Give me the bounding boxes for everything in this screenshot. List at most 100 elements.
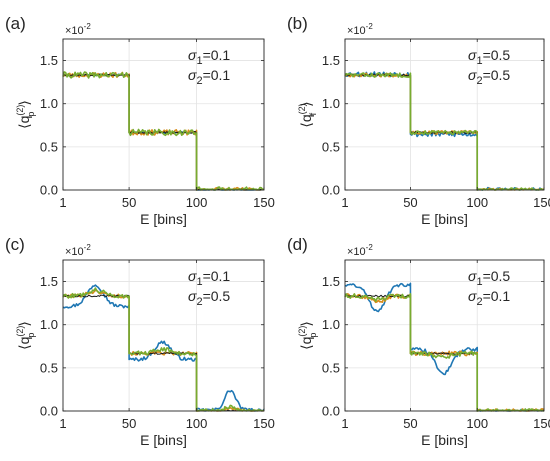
y-label-bracket-left: ⟨	[16, 344, 32, 349]
y-label-bracket-left: ⟨	[16, 123, 32, 128]
axis-multiplier: ×10-2	[347, 243, 373, 258]
multiplier-exponent: -2	[366, 243, 374, 252]
x-axis-label: E [bins]	[421, 432, 468, 448]
axes-frame	[62, 38, 265, 191]
y-tick-label-0: 0.0	[40, 183, 58, 198]
y-label-bracket-left: ⟨	[298, 344, 314, 349]
y-axis-label: ⟨q(2)p ⟩	[297, 321, 318, 350]
axis-multiplier: ×10-2	[65, 22, 91, 37]
multiplier-exponent: -2	[84, 22, 92, 31]
y-label-sub: f	[308, 112, 318, 115]
sigma-subscript: 1	[476, 55, 482, 67]
y-tick-label-3: 1.5	[40, 274, 58, 289]
sigma-symbol: σ	[468, 47, 477, 63]
sigma-value: =0.5	[483, 47, 511, 63]
sigma-value: =0.1	[203, 47, 231, 63]
plot-area	[63, 260, 264, 411]
sigma-value: =0.1	[483, 288, 511, 304]
x-axis-label: E [bins]	[140, 211, 187, 227]
series-line-green	[344, 72, 545, 191]
y-label-base: q	[16, 116, 32, 124]
sigma-annotation-1: σ1=0.5	[468, 268, 510, 288]
x-tick-label-1: 50	[403, 416, 417, 431]
y-label-sup: (2)	[297, 103, 307, 114]
sigma-symbol: σ	[468, 67, 477, 83]
sigma-subscript: 2	[476, 296, 482, 308]
y-label-bracket-right: ⟩	[298, 321, 314, 326]
sigma-subscript: 1	[476, 276, 482, 288]
multiplier-base: ×10	[65, 25, 84, 37]
y-tick-label-1: 0.5	[40, 360, 58, 375]
sigma-annotation-2: σ2=0.5	[188, 288, 230, 308]
panel-label: (c)	[5, 235, 25, 254]
axis-multiplier: ×10-2	[347, 22, 373, 37]
multiplier-base: ×10	[347, 246, 366, 258]
sigma-symbol: σ	[468, 288, 477, 304]
y-tick-label-0: 0.0	[322, 404, 340, 419]
y-tick-label-1: 0.5	[322, 139, 340, 154]
x-tick-label-0: 1	[341, 195, 348, 210]
y-tick-label-1: 0.5	[322, 360, 340, 375]
y-tick-label-3: 1.5	[322, 53, 340, 68]
x-tick-label-0: 1	[59, 416, 66, 431]
sigma-subscript: 1	[196, 55, 202, 67]
y-label-sub: p	[26, 112, 36, 117]
x-tick-label-2: 100	[186, 195, 208, 210]
y-tick-label-2: 1.0	[322, 96, 340, 111]
sigma-subscript: 1	[196, 276, 202, 288]
sigma-value: =0.1	[203, 268, 231, 284]
y-axis-label: ⟨q(2)p ⟩	[15, 100, 36, 129]
sigma-annotation-1: σ1=0.1	[188, 47, 230, 67]
x-tick-label-0: 1	[341, 416, 348, 431]
y-label-bracket-right: ⟩	[16, 100, 32, 105]
y-tick-label-0: 0.0	[322, 183, 340, 198]
sigma-value: =0.5	[483, 268, 511, 284]
panel-label: (d)	[287, 235, 308, 254]
y-tick-label-0: 0.0	[40, 404, 58, 419]
sigma-symbol: σ	[468, 268, 477, 284]
y-tick-label-3: 1.5	[322, 274, 340, 289]
sigma-subscript: 2	[196, 75, 202, 87]
multiplier-exponent: -2	[84, 243, 92, 252]
x-tick-label-1: 50	[122, 195, 136, 210]
y-label-base: q	[16, 337, 32, 345]
multiplier-exponent: -2	[366, 22, 374, 31]
x-tick-label-2: 100	[466, 195, 488, 210]
plot-area	[345, 39, 544, 190]
y-label-bracket-right: ⟩	[16, 321, 32, 326]
y-axis-label: ⟨q(2)p ⟩	[15, 321, 36, 350]
plot-area	[63, 39, 264, 190]
axes-frame	[344, 38, 545, 191]
y-axis-label: ⟨q(2)f ⟩	[297, 101, 318, 127]
x-tick-label-3: 150	[253, 416, 275, 431]
sigma-symbol: σ	[188, 288, 197, 304]
y-label-bracket-left: ⟨	[298, 122, 314, 127]
y-label-bracket-right: ⟩	[298, 101, 314, 106]
y-label-base: q	[298, 114, 314, 122]
y-label-base: q	[298, 337, 314, 345]
y-label-sub: p	[26, 333, 36, 338]
axes-frame	[344, 259, 545, 412]
sigma-symbol: σ	[188, 67, 197, 83]
sigma-annotation-2: σ2=0.5	[468, 67, 510, 87]
y-tick-label-2: 1.0	[40, 96, 58, 111]
x-tick-label-0: 1	[59, 195, 66, 210]
sigma-symbol: σ	[188, 47, 197, 63]
sigma-annotation-2: σ2=0.1	[468, 288, 510, 308]
multiplier-base: ×10	[65, 246, 84, 258]
sigma-annotation-1: σ1=0.1	[188, 268, 230, 288]
sigma-value: =0.5	[483, 67, 511, 83]
x-tick-label-2: 100	[186, 416, 208, 431]
y-tick-label-2: 1.0	[40, 317, 58, 332]
y-tick-label-1: 0.5	[40, 139, 58, 154]
x-tick-label-1: 50	[122, 416, 136, 431]
sigma-symbol: σ	[188, 268, 197, 284]
sigma-value: =0.1	[203, 67, 231, 83]
multiplier-base: ×10	[347, 25, 366, 37]
x-tick-label-3: 150	[533, 416, 550, 431]
